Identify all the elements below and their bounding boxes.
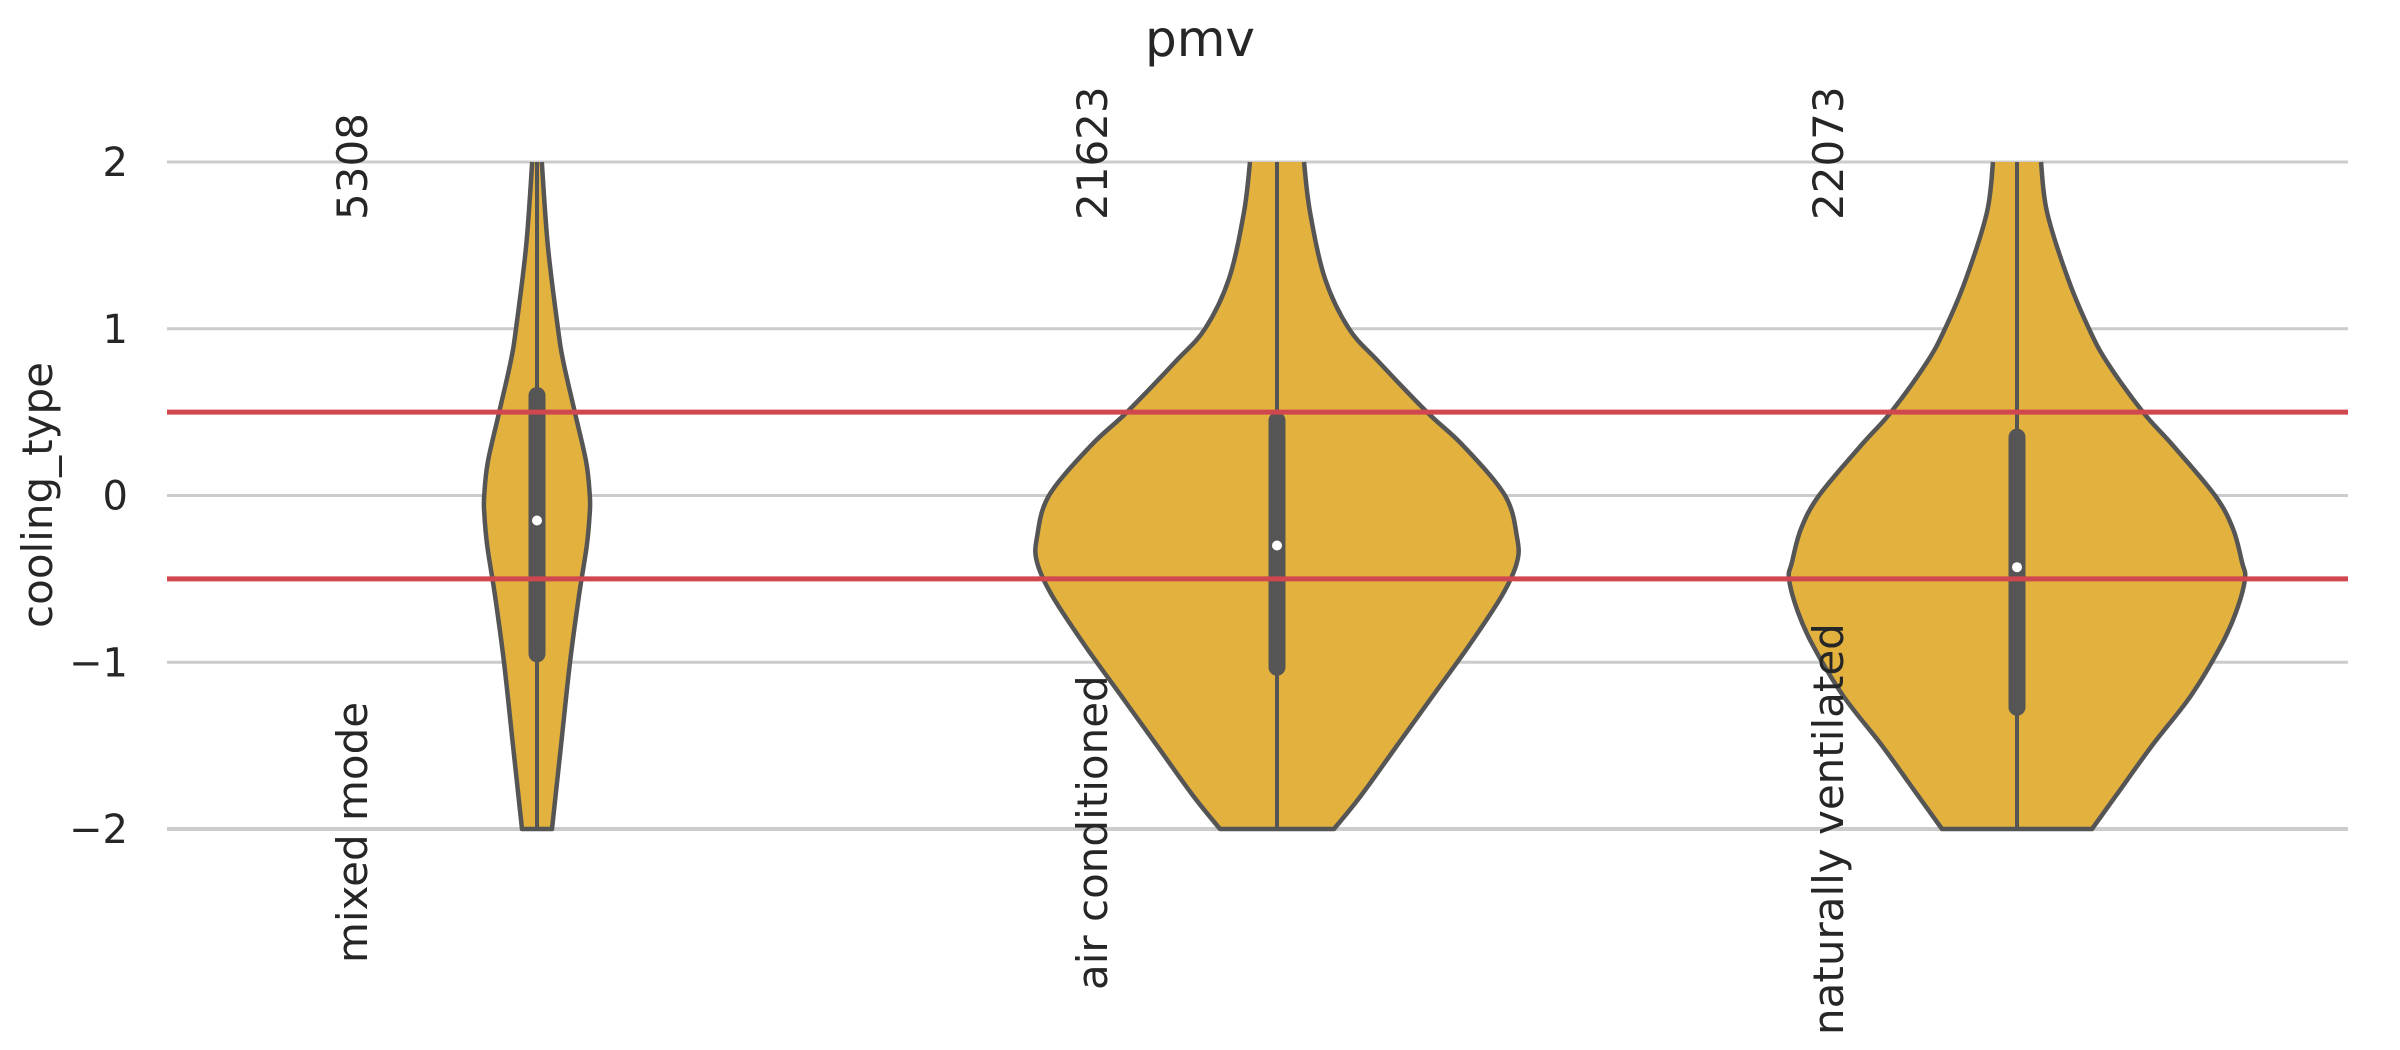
- y-tick-label: 1: [103, 307, 128, 353]
- reference-lines: [167, 409, 2348, 582]
- chart-title: pmv: [1145, 10, 1255, 68]
- chart-text: pmv cooling_type 2 1 0 −1 −2 5308 21623 22073 mi…: [13, 10, 1853, 1035]
- violin-median-dot: [2012, 562, 2022, 573]
- y-tick-label: −2: [69, 807, 128, 853]
- y-tick-label: −1: [69, 640, 128, 686]
- count-label: 5308: [328, 113, 377, 220]
- violin-median-dot: [532, 515, 542, 526]
- category-label: naturally ventilated: [1804, 623, 1853, 1035]
- count-label: 22073: [1804, 86, 1853, 220]
- y-tick-label: 0: [103, 474, 128, 520]
- category-label: mixed mode: [328, 702, 377, 963]
- y-axis-label: cooling_type: [13, 362, 62, 628]
- violin-median-dot: [1272, 540, 1282, 551]
- y-tick-label: 2: [103, 140, 128, 186]
- category-label: air conditioned: [1068, 675, 1117, 990]
- count-label: 21623: [1068, 86, 1117, 220]
